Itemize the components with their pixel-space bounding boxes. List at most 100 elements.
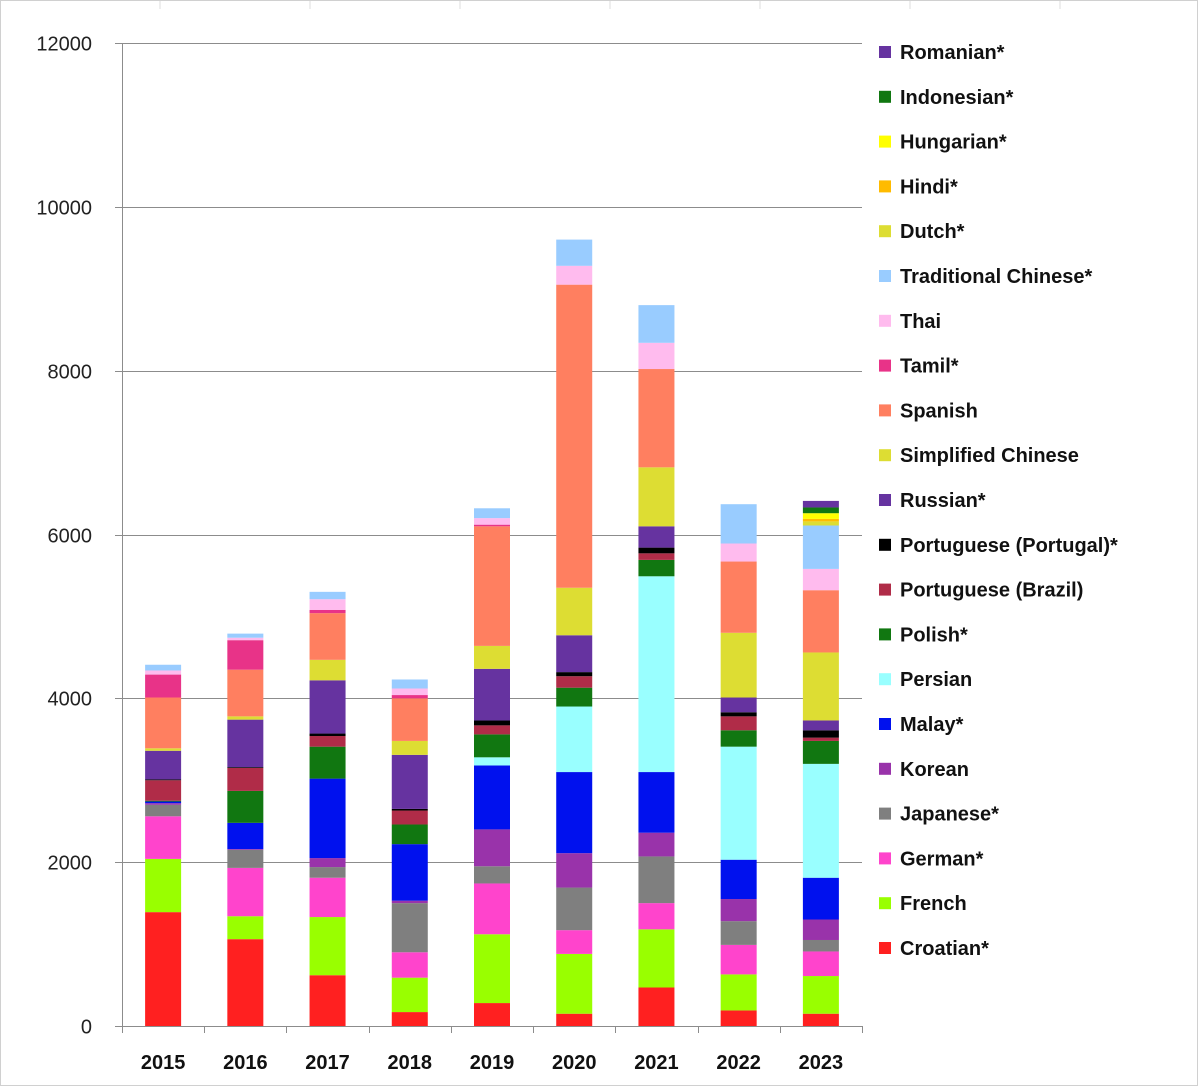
bar-segment xyxy=(227,767,264,791)
bar-segment xyxy=(474,725,510,735)
bar-segment xyxy=(391,903,428,953)
bar-segment xyxy=(145,816,182,859)
legend-entry: Portuguese (Portugal)* xyxy=(900,535,1118,557)
bar-segment xyxy=(474,866,510,884)
bar-segment xyxy=(556,853,593,888)
legend-entry: Hindi* xyxy=(900,176,958,198)
bar-segment xyxy=(720,697,757,713)
bar-segment xyxy=(474,645,510,669)
legend-entry: Persian xyxy=(900,669,972,691)
y-tick-labels: 0 2000 4000 6000 8000 10000 12000 xyxy=(36,34,92,1039)
bar-segment xyxy=(638,576,675,773)
bar-segment xyxy=(638,526,675,548)
bar-segment xyxy=(309,867,346,878)
bar-segment xyxy=(309,917,346,976)
bar-segment xyxy=(227,637,264,641)
x-tick-label: 2017 xyxy=(305,1052,350,1074)
bar-segment xyxy=(556,687,593,707)
legend-entry: French xyxy=(900,893,967,915)
bar-segment xyxy=(474,934,510,1004)
bar-segment xyxy=(638,467,675,527)
legend-swatch xyxy=(879,628,891,641)
bar-segment xyxy=(720,859,757,900)
legend-entry: Korean xyxy=(900,759,969,781)
bar-segment xyxy=(391,698,428,741)
bar-segment xyxy=(145,912,182,1026)
bar-segment xyxy=(391,695,428,699)
bar-segment xyxy=(638,342,675,370)
legend-swatch xyxy=(879,46,891,58)
bar-segment xyxy=(474,508,510,519)
bar-segment xyxy=(720,746,757,860)
x-tick-label: 2015 xyxy=(141,1052,186,1074)
bar-segment xyxy=(720,632,757,698)
bar-segment xyxy=(802,525,839,569)
y-tick-label: 8000 xyxy=(48,362,93,384)
y-tick-label: 10000 xyxy=(36,198,92,220)
y-tick-label: 0 xyxy=(81,1017,92,1039)
legend-swatch xyxy=(879,897,891,910)
bar-segment xyxy=(309,680,346,734)
bar-segment xyxy=(474,524,510,527)
bar-segment xyxy=(391,810,428,825)
bar-segment xyxy=(474,765,510,830)
legend-entry: Spanish xyxy=(900,400,978,422)
bar-segment xyxy=(309,659,346,681)
legend-swatch xyxy=(879,583,891,596)
bar-segment xyxy=(145,779,182,781)
bar-segment xyxy=(720,712,757,717)
bar-segment xyxy=(391,824,428,845)
legend-swatch xyxy=(879,538,891,551)
legend-swatch xyxy=(879,449,891,462)
bar-segment xyxy=(474,526,510,646)
bar-segment xyxy=(474,720,510,726)
bar-segment xyxy=(720,504,757,544)
bar-segment xyxy=(720,899,757,922)
bar-segment xyxy=(556,1013,593,1026)
legend-swatch xyxy=(879,762,891,775)
bar-segment xyxy=(556,672,593,677)
bar-segment xyxy=(227,716,264,720)
bar-segment xyxy=(638,903,675,930)
bar-segment xyxy=(474,734,510,758)
x-tick-label: 2023 xyxy=(799,1052,844,1074)
bar-segment xyxy=(802,939,839,952)
bar-segment xyxy=(638,559,675,577)
bar-segment xyxy=(309,858,346,868)
legend-entry: Malay* xyxy=(900,714,964,736)
y-tick-label: 4000 xyxy=(48,689,93,711)
bar-segment xyxy=(802,763,839,878)
bar-segment xyxy=(145,697,182,749)
legend-entry: German* xyxy=(900,848,984,870)
bar-segment xyxy=(802,568,839,591)
legend-entry: Croatian* xyxy=(900,938,989,960)
legend-entry: Simplified Chinese xyxy=(900,445,1079,467)
legend-entry: Dutch* xyxy=(900,221,965,243)
bar-segment xyxy=(638,832,675,857)
bar-segment xyxy=(309,975,346,1026)
bar-segment xyxy=(227,669,264,717)
bar-segment xyxy=(802,652,839,721)
bar-segment xyxy=(391,808,428,811)
bar-segment xyxy=(802,976,839,1014)
bar-segment xyxy=(391,844,428,901)
legend-entry: Romanian* xyxy=(900,42,1005,64)
bar-segment xyxy=(227,849,264,850)
bar-segment xyxy=(309,613,346,660)
bar-segment xyxy=(720,921,757,945)
bar-segment xyxy=(638,929,675,988)
x-tick-label: 2020 xyxy=(552,1052,597,1074)
bar-segment xyxy=(227,822,264,850)
bar-segment xyxy=(802,919,839,940)
bar-segment xyxy=(145,800,182,802)
legend-entry: Portuguese (Brazil) xyxy=(900,580,1083,602)
bar-segment xyxy=(145,803,182,805)
bar-segment xyxy=(474,1003,510,1026)
bar-segment xyxy=(145,674,182,698)
x-tick-label: 2021 xyxy=(634,1052,679,1074)
bar-segment xyxy=(145,750,182,780)
bar-segment xyxy=(474,757,510,766)
bar-segment xyxy=(145,664,182,671)
bar-segment xyxy=(391,679,428,689)
